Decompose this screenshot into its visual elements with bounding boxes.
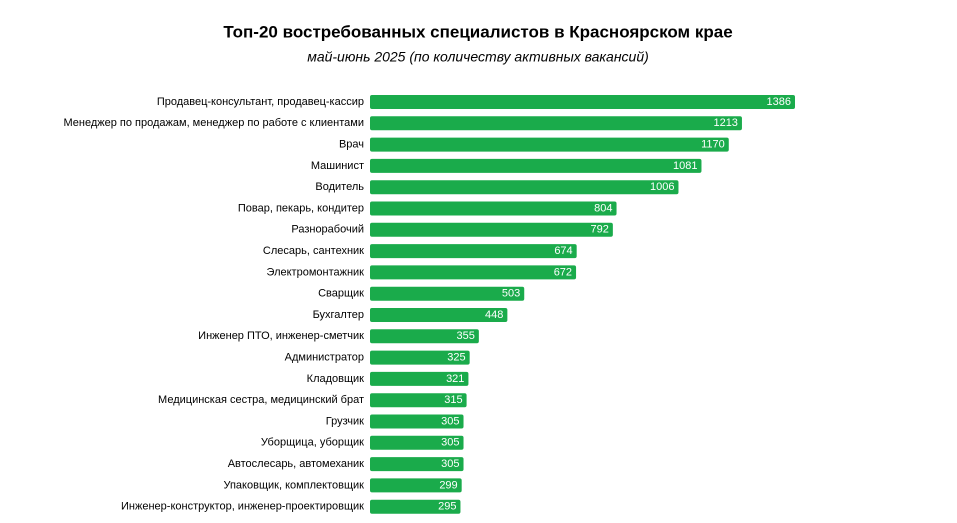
- category-label: Упаковщик, комплектовщик: [223, 479, 364, 491]
- value-label: 1006: [650, 181, 674, 193]
- bar: [370, 308, 508, 322]
- category-label: Разнорабочий: [291, 224, 364, 236]
- value-label: 804: [594, 202, 612, 214]
- value-label: 321: [446, 373, 464, 385]
- bar: [370, 95, 795, 109]
- value-label: 325: [447, 352, 465, 364]
- category-label: Врач: [339, 139, 364, 151]
- category-label: Сварщик: [318, 288, 364, 300]
- category-label: Медицинская сестра, медицинский брат: [158, 394, 364, 406]
- bar: [370, 265, 577, 280]
- value-label: 1170: [701, 139, 725, 151]
- bar: [370, 286, 525, 301]
- bar: [370, 244, 577, 259]
- bar: [370, 478, 462, 493]
- bar: [370, 457, 464, 472]
- value-label: 672: [554, 266, 572, 278]
- chart-title: Топ-20 востребованных специалистов в Кра…: [223, 22, 732, 41]
- bar: [370, 350, 470, 365]
- value-label: 448: [485, 309, 503, 321]
- bar: [370, 180, 679, 195]
- category-label: Уборщица, уборщик: [261, 437, 364, 449]
- bar: [370, 393, 467, 408]
- bar: [370, 137, 729, 152]
- category-label: Грузчик: [326, 415, 364, 427]
- bar: [370, 116, 742, 131]
- bar: [370, 371, 469, 386]
- chart-subtitle: май-июнь 2025 (по количеству активных ва…: [307, 49, 649, 65]
- category-label: Автослесарь, автомеханик: [228, 458, 364, 470]
- bar: [370, 158, 702, 173]
- category-label: Бухгалтер: [313, 309, 364, 321]
- bar: [370, 222, 613, 237]
- category-label: Менеджер по продажам, менеджер по работе…: [63, 117, 364, 129]
- value-label: 674: [554, 245, 572, 257]
- value-label: 1213: [713, 117, 737, 129]
- category-label: Повар, пекарь, кондитер: [238, 202, 364, 214]
- category-label: Администратор: [285, 352, 364, 364]
- value-label: 503: [502, 288, 520, 300]
- category-label: Инженер-конструктор, инженер-проектировщ…: [121, 501, 364, 513]
- category-label: Слесарь, сантехник: [263, 245, 364, 257]
- value-label: 1386: [767, 96, 791, 108]
- value-label: 355: [456, 330, 474, 342]
- category-label: Машинист: [311, 160, 364, 172]
- bar: [370, 201, 617, 216]
- value-label: 305: [441, 437, 459, 449]
- category-label: Продавец-консультант, продавец-кассир: [157, 96, 364, 108]
- category-label: Инженер ПТО, инженер-сметчик: [198, 330, 364, 342]
- value-label: 295: [438, 501, 456, 513]
- bar: [370, 499, 461, 514]
- category-label: Водитель: [315, 181, 364, 193]
- value-label: 299: [439, 479, 457, 491]
- value-label: 305: [441, 458, 459, 470]
- category-label: Кладовщик: [307, 373, 365, 385]
- category-label: Электромонтажник: [267, 266, 365, 278]
- value-label: 1081: [673, 160, 697, 172]
- value-label: 792: [590, 224, 608, 236]
- value-label: 305: [441, 415, 459, 427]
- bar: [370, 329, 479, 344]
- bar: [370, 435, 464, 450]
- value-label: 315: [444, 394, 462, 406]
- bar: [370, 414, 464, 429]
